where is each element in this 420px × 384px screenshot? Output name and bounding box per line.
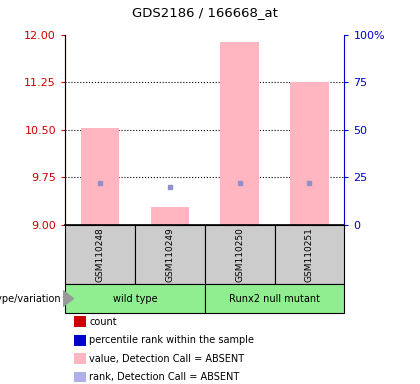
Bar xyxy=(65,225,135,284)
Bar xyxy=(205,284,344,313)
Text: count: count xyxy=(89,317,117,327)
Bar xyxy=(135,225,205,284)
Text: rank, Detection Call = ABSENT: rank, Detection Call = ABSENT xyxy=(89,372,240,382)
Polygon shape xyxy=(63,291,74,306)
Text: percentile rank within the sample: percentile rank within the sample xyxy=(89,335,255,345)
Bar xyxy=(151,207,189,225)
Text: Runx2 null mutant: Runx2 null mutant xyxy=(229,293,320,304)
Bar xyxy=(81,128,119,225)
Text: GSM110251: GSM110251 xyxy=(305,227,314,282)
Text: value, Detection Call = ABSENT: value, Detection Call = ABSENT xyxy=(89,354,244,364)
Text: wild type: wild type xyxy=(113,293,157,304)
Bar xyxy=(275,225,344,284)
Bar xyxy=(220,42,259,225)
Text: GSM110249: GSM110249 xyxy=(165,227,174,282)
Bar xyxy=(290,82,329,225)
Text: GSM110248: GSM110248 xyxy=(95,227,105,282)
Text: genotype/variation: genotype/variation xyxy=(0,293,61,304)
Text: GSM110250: GSM110250 xyxy=(235,227,244,282)
Bar xyxy=(205,225,275,284)
Text: GDS2186 / 166668_at: GDS2186 / 166668_at xyxy=(132,6,278,19)
Bar xyxy=(65,284,205,313)
